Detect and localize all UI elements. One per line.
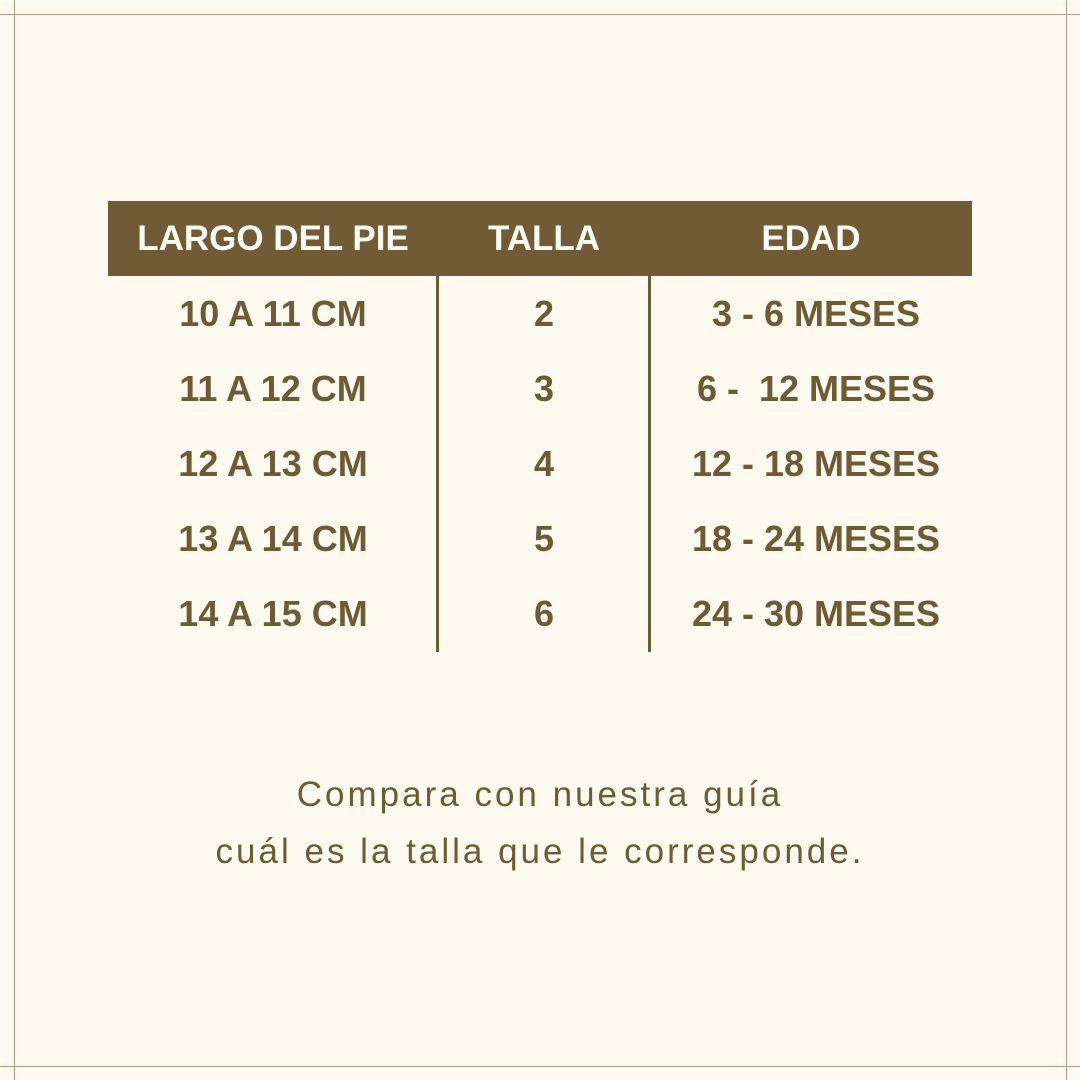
foot-length-cell: 11 A 12 CM bbox=[179, 368, 367, 409]
foot-length-cell: 14 A 15 CM bbox=[178, 593, 368, 634]
column-divider bbox=[648, 276, 651, 652]
size-cell: 2 bbox=[533, 293, 555, 334]
foot-length-cell: 10 A 11 CM bbox=[179, 293, 367, 334]
foot-length-cell: 13 A 14 CM bbox=[178, 518, 368, 559]
size-cell: 3 bbox=[533, 368, 555, 409]
age-cell: 6 - 12 MESES bbox=[696, 368, 936, 409]
foot-length-cell: 12 A 13 CM bbox=[178, 443, 368, 484]
caption-line-2: cuál es la talla que le corresponde. bbox=[215, 832, 865, 871]
caption-line-1: Compara con nuestra guía bbox=[296, 775, 784, 814]
age-cell: 18 - 24 MESES bbox=[691, 518, 941, 559]
frame-left bbox=[14, 0, 15, 1080]
column-divider bbox=[436, 276, 439, 652]
size-table-header: LARGO DEL PIE TALLA EDAD bbox=[108, 201, 972, 276]
age-cell: 3 - 6 MESES bbox=[711, 293, 921, 334]
header-size: TALLA bbox=[487, 219, 601, 258]
frame-top bbox=[0, 14, 1080, 15]
age-cell: 24 - 30 MESES bbox=[691, 593, 941, 634]
frame-bottom bbox=[0, 1066, 1080, 1067]
size-cell: 5 bbox=[533, 518, 555, 559]
age-cell: 12 - 18 MESES bbox=[691, 443, 941, 484]
size-cell: 4 bbox=[533, 443, 555, 484]
frame-right bbox=[1066, 0, 1067, 1080]
size-cell: 6 bbox=[533, 593, 555, 634]
header-foot-length: LARGO DEL PIE bbox=[137, 219, 409, 258]
header-age: EDAD bbox=[761, 219, 861, 258]
